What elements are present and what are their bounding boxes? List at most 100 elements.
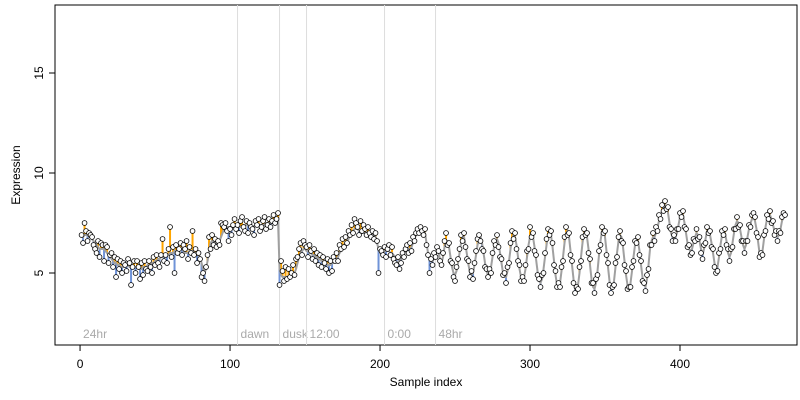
point bbox=[605, 260, 611, 266]
point bbox=[422, 226, 428, 232]
point bbox=[678, 214, 685, 220]
point bbox=[581, 226, 587, 232]
point bbox=[689, 250, 695, 256]
point bbox=[747, 224, 754, 230]
point bbox=[485, 274, 491, 280]
point bbox=[548, 228, 554, 234]
point bbox=[699, 256, 706, 262]
point bbox=[372, 230, 379, 236]
point bbox=[254, 222, 260, 228]
point bbox=[596, 248, 602, 254]
point bbox=[423, 242, 430, 248]
point bbox=[470, 276, 476, 282]
point bbox=[438, 262, 445, 268]
point bbox=[389, 244, 395, 250]
point bbox=[498, 256, 505, 262]
point bbox=[179, 252, 185, 258]
point bbox=[755, 234, 761, 240]
point bbox=[245, 230, 251, 236]
point bbox=[296, 246, 302, 252]
point bbox=[659, 202, 665, 208]
annotation-label: 0:00 bbox=[388, 327, 412, 341]
point bbox=[318, 264, 325, 270]
point bbox=[116, 266, 122, 272]
point bbox=[765, 216, 772, 222]
point bbox=[341, 244, 347, 250]
y-tick-label: 10 bbox=[32, 166, 46, 180]
point bbox=[752, 214, 758, 220]
point bbox=[513, 246, 520, 252]
point bbox=[305, 254, 311, 260]
point bbox=[323, 266, 329, 272]
point bbox=[585, 250, 592, 256]
y-tick-label: 15 bbox=[32, 66, 46, 80]
point bbox=[570, 280, 577, 286]
plot-frame bbox=[54, 4, 798, 346]
point bbox=[195, 250, 202, 256]
point bbox=[617, 228, 623, 234]
point bbox=[356, 232, 362, 238]
point bbox=[675, 226, 682, 232]
point bbox=[396, 266, 403, 272]
point bbox=[471, 260, 478, 266]
point bbox=[203, 264, 209, 270]
point bbox=[636, 252, 643, 258]
point bbox=[408, 248, 415, 254]
point bbox=[494, 232, 500, 238]
point bbox=[737, 222, 743, 228]
point bbox=[420, 232, 427, 238]
point bbox=[236, 230, 242, 236]
point bbox=[273, 216, 280, 222]
point bbox=[146, 258, 152, 264]
point bbox=[156, 264, 163, 270]
point bbox=[126, 260, 133, 266]
point bbox=[704, 224, 710, 230]
point bbox=[176, 246, 182, 252]
point bbox=[321, 260, 328, 266]
point bbox=[186, 244, 193, 250]
annotation-label: dusk bbox=[283, 327, 309, 341]
point bbox=[425, 252, 431, 258]
point bbox=[279, 268, 286, 274]
point bbox=[201, 278, 208, 284]
point bbox=[770, 218, 776, 224]
point bbox=[104, 244, 110, 250]
point bbox=[641, 280, 647, 286]
point bbox=[726, 258, 733, 264]
point bbox=[122, 262, 128, 268]
point bbox=[566, 230, 572, 236]
point bbox=[105, 260, 112, 266]
point bbox=[407, 240, 413, 246]
point bbox=[140, 272, 146, 278]
point bbox=[267, 224, 274, 230]
annotation-label: 24hr bbox=[83, 327, 107, 341]
point bbox=[443, 230, 449, 236]
point bbox=[657, 216, 664, 222]
point bbox=[629, 264, 635, 270]
point bbox=[348, 222, 355, 228]
point bbox=[543, 236, 550, 242]
point bbox=[207, 246, 214, 252]
y-axis-label: Expression bbox=[9, 145, 23, 204]
point bbox=[542, 250, 548, 256]
point bbox=[650, 230, 656, 236]
point bbox=[398, 260, 404, 266]
point bbox=[312, 258, 319, 264]
point bbox=[134, 258, 140, 264]
point bbox=[597, 242, 604, 248]
point bbox=[164, 260, 170, 266]
point bbox=[620, 240, 626, 246]
point bbox=[662, 198, 668, 204]
point bbox=[507, 240, 514, 246]
point bbox=[488, 270, 494, 276]
point bbox=[560, 258, 566, 264]
point bbox=[144, 268, 151, 274]
point bbox=[401, 254, 407, 260]
point bbox=[567, 252, 574, 258]
point bbox=[96, 254, 103, 260]
x-axis-label: Sample index bbox=[390, 375, 463, 389]
point bbox=[615, 234, 622, 240]
point bbox=[335, 258, 341, 264]
point bbox=[135, 264, 142, 270]
point bbox=[630, 258, 637, 264]
